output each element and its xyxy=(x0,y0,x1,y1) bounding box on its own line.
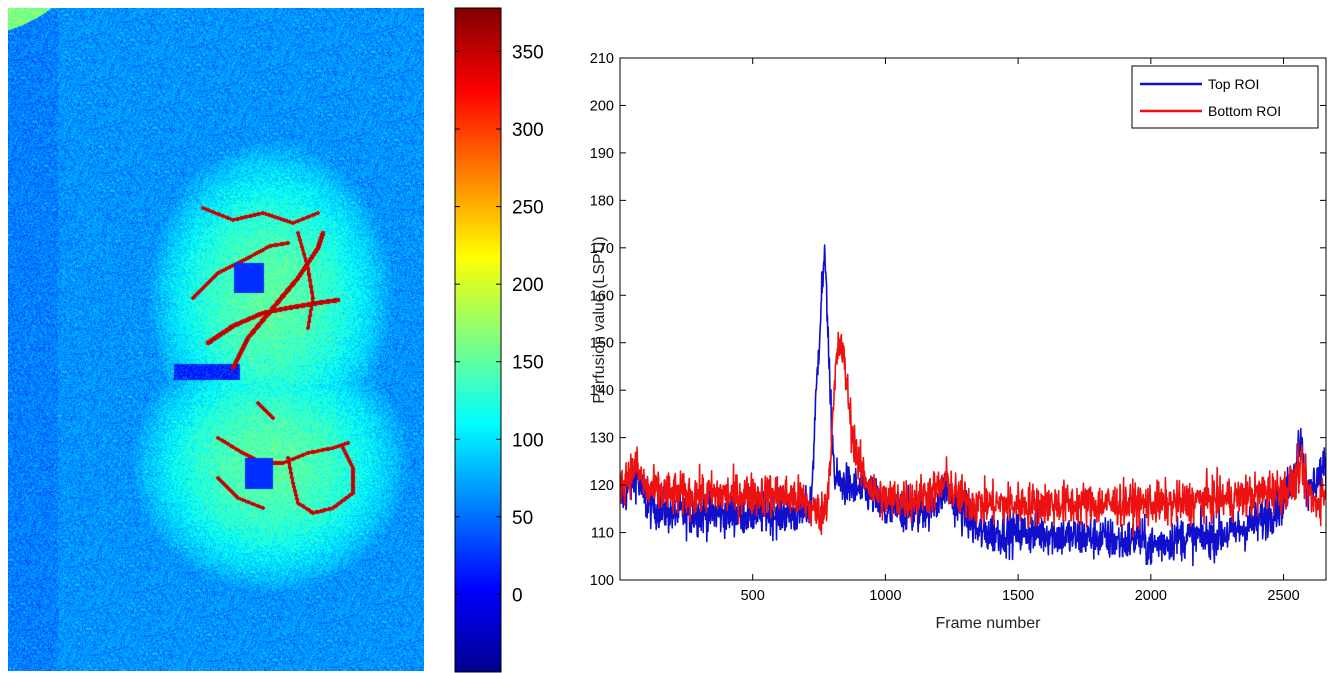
colorbar-gradient xyxy=(454,7,502,673)
y-tick-label: 200 xyxy=(590,98,614,114)
series-line-bottom-roi xyxy=(620,331,1326,538)
legend: Top ROI Bottom ROI xyxy=(1131,65,1319,129)
x-tick-label: 2000 xyxy=(1135,588,1167,604)
y-axis-ticks: 100 110 120 130 140 150 160 170 180 190 200 210 xyxy=(590,51,1326,589)
y-tick-label: 210 xyxy=(590,51,614,67)
colorbar-tick-label: 50 xyxy=(512,508,533,529)
y-tick-label: 160 xyxy=(590,288,614,304)
y-tick-label: 150 xyxy=(590,336,614,352)
legend-label-top-roi: Top ROI xyxy=(1208,76,1259,92)
y-tick-label: 180 xyxy=(590,193,614,209)
y-tick-label: 130 xyxy=(590,431,614,447)
y-tick-label: 170 xyxy=(590,241,614,257)
colorbar-tick-label: 350 xyxy=(512,42,544,63)
x-axis-title: Frame number xyxy=(936,615,1042,632)
x-tick-label: 2500 xyxy=(1267,588,1299,604)
perfusion-map-image xyxy=(8,8,424,671)
colorbar-tick-label: 100 xyxy=(512,430,544,451)
y-tick-label: 110 xyxy=(591,526,614,542)
y-tick-label: 120 xyxy=(590,478,614,494)
colorbar-ticks: 0 50 100 150 200 250 300 350 xyxy=(455,42,544,606)
x-tick-label: 1000 xyxy=(869,588,901,604)
colorbar-tick-label: 300 xyxy=(512,120,544,141)
plot-frame xyxy=(619,57,1327,581)
colorbar: 0 50 100 150 200 250 300 350 xyxy=(454,7,574,673)
series-group xyxy=(620,244,1326,567)
series-line-top-roi xyxy=(620,244,1326,567)
y-tick-label: 140 xyxy=(590,383,614,399)
perfusion-line-chart: 500 1000 1500 2000 2500 100 110 120 130 140 150 16… xyxy=(590,51,1327,632)
y-axis-title: Perfusion value (LSPU) xyxy=(591,236,608,403)
x-tick-label: 500 xyxy=(741,588,765,604)
colorbar-tick-label: 250 xyxy=(512,198,544,219)
y-tick-label: 190 xyxy=(590,146,614,162)
colorbar-tick-label: 0 xyxy=(512,585,523,606)
legend-box xyxy=(1131,65,1319,129)
colorbar-svg: 0 50 100 150 200 250 300 350 xyxy=(454,7,544,673)
x-tick-label: 1500 xyxy=(1002,588,1034,604)
x-axis-ticks: 500 1000 1500 2000 2500 xyxy=(741,58,1300,604)
colorbar-tick-label: 150 xyxy=(512,353,544,374)
colorbar-tick-label: 200 xyxy=(512,275,544,296)
y-tick-label: 100 xyxy=(590,573,614,589)
legend-label-bottom-roi: Bottom ROI xyxy=(1208,103,1281,119)
